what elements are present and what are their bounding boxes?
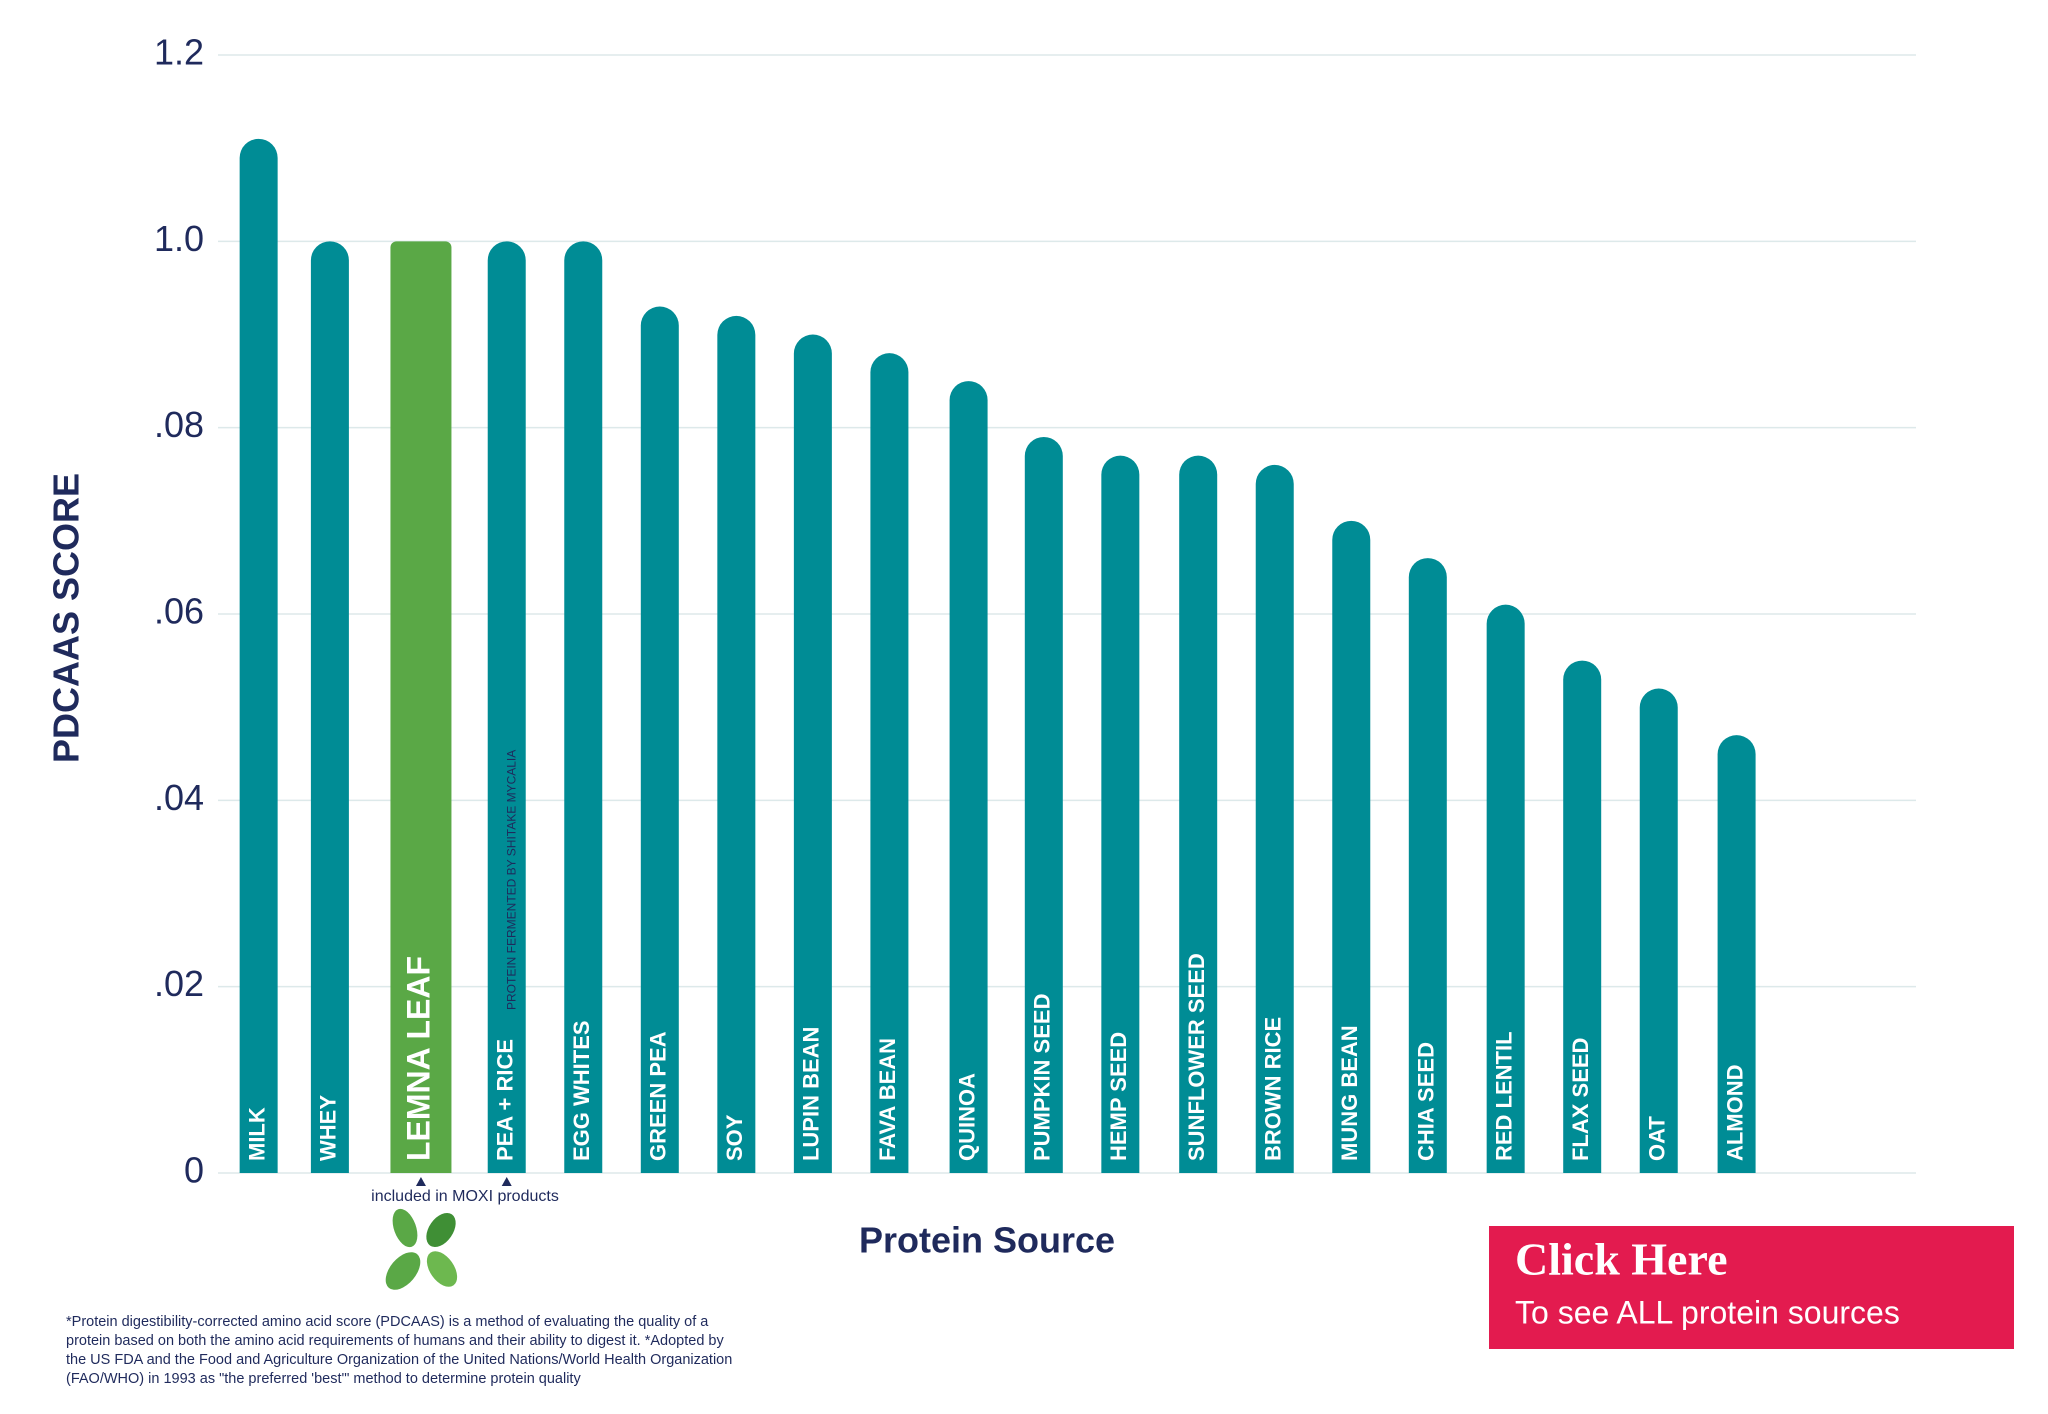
button-title[interactable]: Click Here <box>1515 1234 1727 1285</box>
bar-label: LEMNA LEAF <box>400 956 436 1161</box>
bar <box>1486 604 1525 1173</box>
bar-label: GREEN PEA <box>646 1031 671 1161</box>
bar-label: OAT <box>1645 1116 1670 1161</box>
bar <box>1255 464 1294 1173</box>
bar <box>1639 688 1678 1173</box>
button[interactable]: Click Here To see ALL protein sources <box>1489 1226 2014 1349</box>
bar <box>390 241 452 1174</box>
y-tick-label: .06 <box>154 591 204 632</box>
button-bg[interactable] <box>1489 1226 2014 1349</box>
bar <box>640 306 679 1173</box>
bar-label: ALMOND <box>1722 1064 1747 1161</box>
x-axis-title: Protein Source <box>859 1220 1115 1261</box>
bar <box>870 353 909 1174</box>
bar-label: QUINOA <box>954 1073 979 1161</box>
pointer <box>415 1177 426 1186</box>
bar-label: LUPIN BEAN <box>799 1027 824 1161</box>
bar-label: MUNG BEAN <box>1337 1025 1362 1161</box>
bar <box>310 241 349 1174</box>
bar-label: PUMPKIN SEED <box>1030 994 1055 1161</box>
bar <box>949 381 988 1173</box>
bar-label: SOY <box>722 1114 747 1161</box>
bar-label: MILK <box>244 1107 269 1161</box>
bar <box>1179 455 1218 1173</box>
footnote-line: *Protein digestibility-corrected amino a… <box>66 1314 709 1330</box>
bar <box>793 334 832 1173</box>
bar-label: FLAX SEED <box>1568 1038 1593 1161</box>
bar <box>1332 520 1371 1173</box>
bar-label: SUNFLOWER SEED <box>1184 953 1209 1161</box>
y-tick-label: .02 <box>154 963 204 1004</box>
footnote-line: protein based on both the amino acid req… <box>66 1333 724 1349</box>
y-tick-label: 1.2 <box>154 32 204 73</box>
bar-label: BROWN RICE <box>1261 1017 1286 1161</box>
leaf-icon <box>385 1208 458 1290</box>
annotation: included in MOXI products <box>371 1188 559 1205</box>
bar <box>1717 735 1756 1173</box>
y-tick-label: .04 <box>154 777 204 818</box>
y-tick-label: .08 <box>154 404 204 445</box>
bar <box>1408 558 1447 1173</box>
bar-label: EGG WHITES <box>569 1020 594 1161</box>
bar <box>1563 660 1602 1173</box>
bar-label: CHIA SEED <box>1414 1042 1439 1161</box>
bar <box>487 241 526 1174</box>
bar <box>239 138 278 1174</box>
footnote-line: the US FDA and the Food and Agriculture … <box>66 1352 732 1368</box>
footnote-line: (FAO/WHO) in 1993 as "the preferred 'bes… <box>66 1371 581 1387</box>
y-tick-label: 1.0 <box>154 218 204 259</box>
button-subtitle[interactable]: To see ALL protein sources <box>1515 1294 1900 1330</box>
bar <box>1024 436 1063 1173</box>
pointer <box>501 1177 512 1186</box>
bar-label: RED LENTIL <box>1491 1031 1516 1161</box>
bar-label: WHEY <box>316 1095 341 1161</box>
bar-label: HEMP SEED <box>1106 1032 1131 1161</box>
bar-label: FAVA BEAN <box>875 1038 900 1161</box>
annotation: PROTEIN FERMENTED BY SHITAKE MYCALIA <box>505 750 519 1010</box>
bar <box>717 315 756 1173</box>
bar <box>564 241 603 1174</box>
y-axis-title: PDCAAS SCORE <box>46 473 87 763</box>
bar <box>1101 455 1140 1173</box>
y-tick-label: 0 <box>184 1150 204 1191</box>
bar-label: PEA + RICE <box>493 1039 518 1161</box>
